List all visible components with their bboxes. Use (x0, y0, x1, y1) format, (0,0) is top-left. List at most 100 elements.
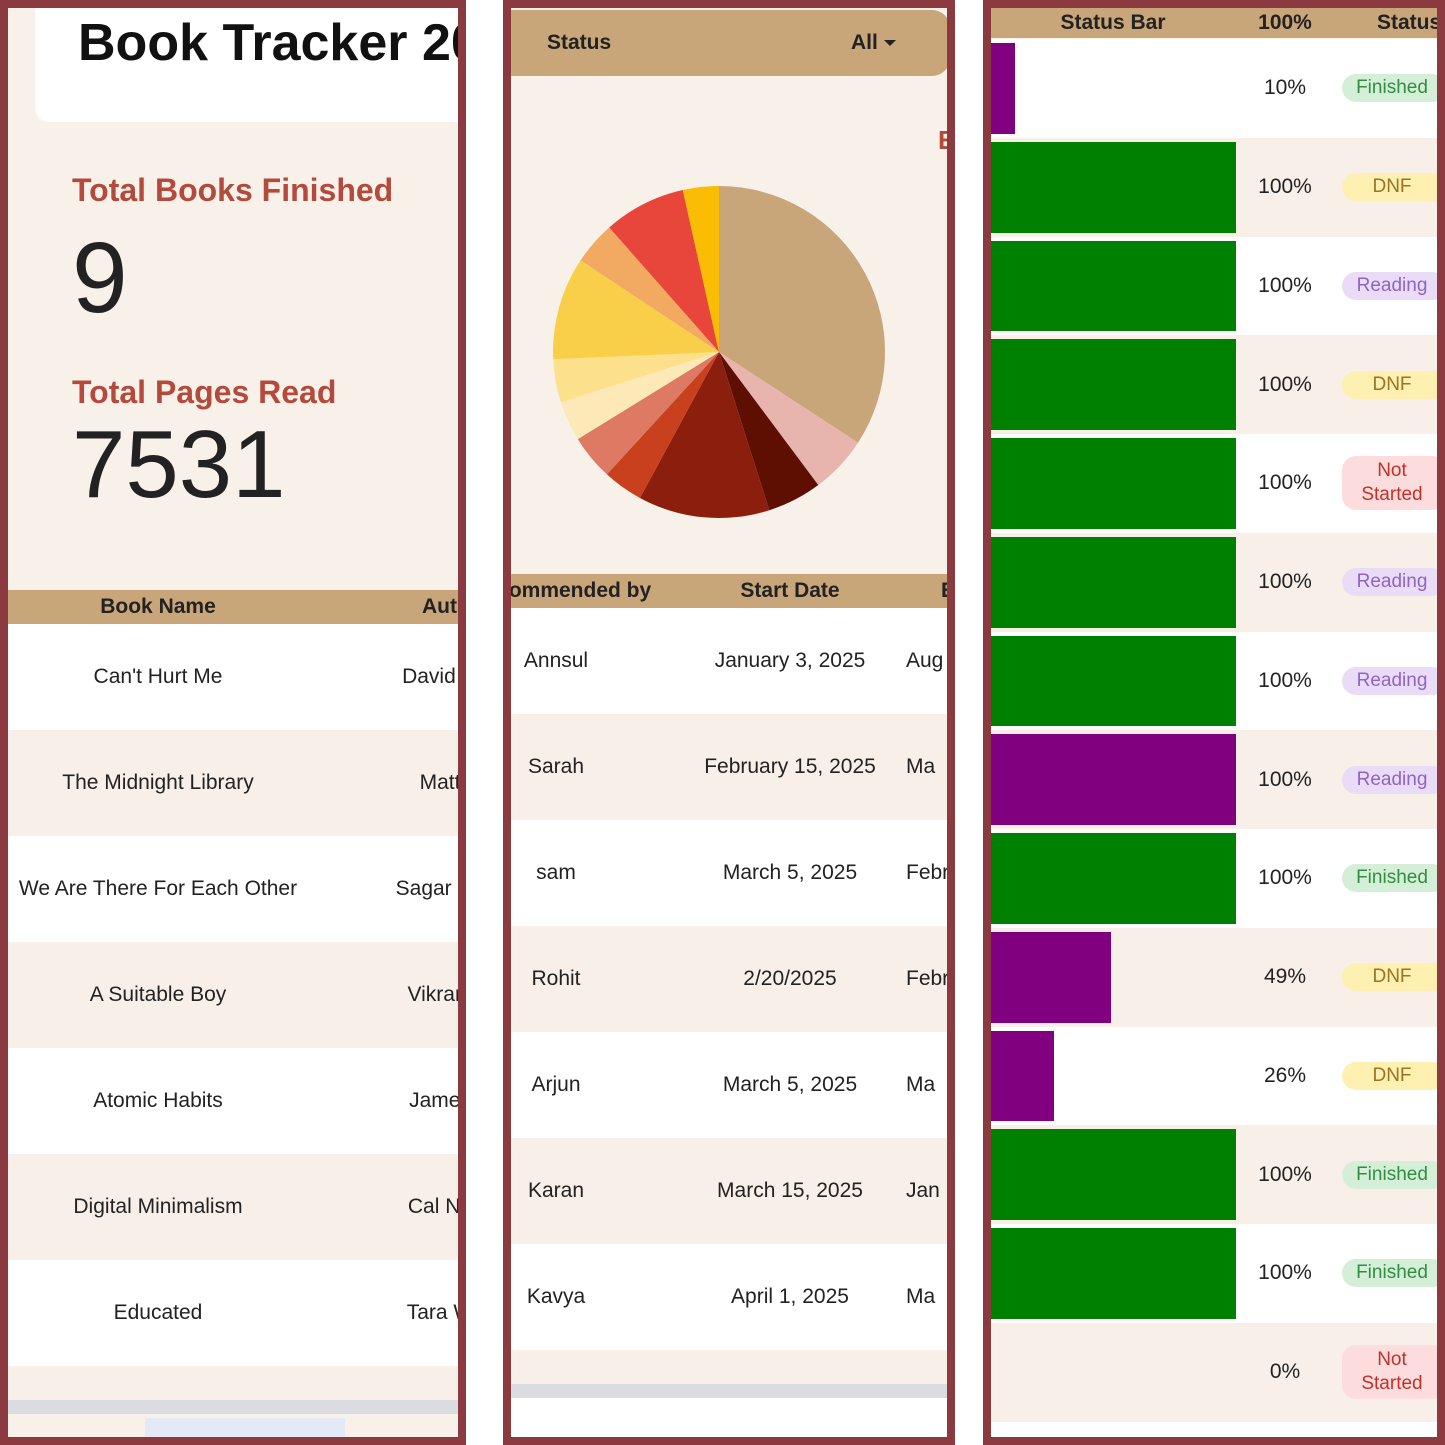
start-date: April 1, 2025 (731, 1285, 849, 1308)
end-date: Ma (906, 1073, 936, 1096)
column-header: Status (1377, 11, 1442, 34)
book-name: Digital Minimalism (73, 1195, 243, 1218)
author: Sagar Ch (395, 877, 458, 900)
pie-slice (553, 352, 719, 403)
table-row (8, 1154, 458, 1260)
stat-value: 9 (72, 222, 128, 334)
table-row (8, 836, 458, 942)
table-row (511, 1138, 947, 1244)
progress-label: 100% (1258, 471, 1312, 495)
recommended-by: Rohit (531, 967, 581, 990)
scrollbar (511, 1384, 947, 1398)
recommended-by: Annsul (523, 649, 589, 672)
status-bar (991, 339, 1236, 430)
table-row (8, 1048, 458, 1154)
status-bar (991, 734, 1236, 825)
progress-label: 49% (1263, 965, 1307, 989)
table-row (8, 1260, 458, 1366)
progress-label: 100% (1258, 1261, 1312, 1285)
start-date: 2/20/2025 (743, 967, 837, 990)
pie-slice (577, 352, 719, 475)
progress-label: 100% (1258, 1162, 1312, 1186)
column-header: Aut (422, 595, 457, 618)
start-date: January 3, 2025 (714, 649, 866, 672)
scrollbar-thumb (145, 1418, 345, 1437)
table-row (8, 942, 458, 1048)
end-date: Febr (906, 861, 950, 884)
stat-value: 7531 (72, 411, 286, 518)
progress-label: 100% (1258, 372, 1312, 396)
table-row (8, 730, 458, 836)
dropdown-caret[interactable] (883, 40, 896, 46)
table-row (511, 608, 947, 714)
status-pill: Finished (1342, 74, 1437, 103)
pie-slice (719, 186, 885, 443)
status-pill: Reading (1342, 568, 1437, 597)
pie-slice (560, 352, 719, 440)
column-header: ommended by (508, 579, 652, 602)
scrollbar (8, 1400, 458, 1414)
start-date: February 15, 2025 (704, 755, 876, 778)
pie-slice (609, 189, 719, 352)
table-row (511, 714, 947, 820)
status-bar (991, 438, 1236, 529)
progress-label: 0% (1269, 1360, 1301, 1384)
table-row (8, 1366, 458, 1400)
column-header: Book Name (100, 595, 216, 618)
status-pill: Not Started (1342, 1345, 1437, 1400)
status-bar (991, 536, 1236, 628)
book-name: We Are There For Each Other (18, 877, 298, 900)
author: Vikram (407, 983, 466, 1006)
start-date: March 15, 2025 (717, 1179, 863, 1202)
column-header: Start Date (740, 579, 840, 602)
book-name: Can't Hurt Me (93, 665, 223, 688)
table-row (511, 820, 947, 926)
dashboard-panel: Book Tracker 20 Total Books Finished 9 Tota… (0, 0, 466, 1445)
progress-panel: Status Bar 100% Status 10% Finished 100% DNF 10… (983, 0, 1445, 1445)
status-pill: Reading (1342, 666, 1437, 695)
table-header (511, 574, 947, 608)
start-date: March 5, 2025 (722, 1073, 858, 1096)
progress-label: 100% (1258, 767, 1312, 791)
author: Matt (419, 771, 461, 794)
progress-label: 10% (1263, 76, 1307, 100)
end-date: Febr (906, 967, 950, 990)
table-row (511, 1350, 947, 1384)
book-name: The Midnight Library (62, 771, 254, 794)
status-bar (991, 1228, 1236, 1319)
recommended-by: Karan (527, 1179, 585, 1202)
status-bar (991, 635, 1236, 727)
recommended-by: Kavya (526, 1285, 586, 1308)
status-pill: Reading (1342, 271, 1437, 300)
end-date: Ma (906, 1285, 936, 1308)
pie-slice (553, 260, 719, 360)
end-date: Ma (906, 755, 936, 778)
status-pill: Finished (1342, 1259, 1437, 1288)
status-pill: DNF (1342, 1061, 1437, 1090)
pie-slice (719, 352, 819, 511)
recommended-by: Sarah (527, 755, 585, 778)
stat-label: Total Pages Read (72, 374, 337, 410)
title-card (35, 8, 458, 122)
filter-bar (511, 10, 947, 76)
pie-slice (639, 352, 770, 518)
table-row (8, 624, 458, 730)
progress-label: 100% (1258, 175, 1312, 199)
progress-label: 100% (1258, 866, 1312, 890)
book-name: Atomic Habits (93, 1089, 223, 1112)
pie-slice (719, 352, 859, 486)
title: Book Tracker 20 (78, 14, 466, 72)
author: David G (402, 665, 458, 688)
pie-slice (606, 352, 719, 498)
status-pill: Reading (1342, 765, 1437, 794)
status-bar (991, 1129, 1236, 1220)
recommended-by: Arjun (531, 1073, 581, 1096)
pie-chart (553, 186, 885, 518)
filter-value[interactable]: All (851, 10, 931, 76)
book-name: A Suitable Boy (89, 983, 227, 1006)
sheet-bar (511, 1398, 947, 1437)
status-bar (991, 931, 1111, 1023)
author: Cal Ne (407, 1195, 466, 1218)
status-pill: DNF (1342, 370, 1437, 399)
